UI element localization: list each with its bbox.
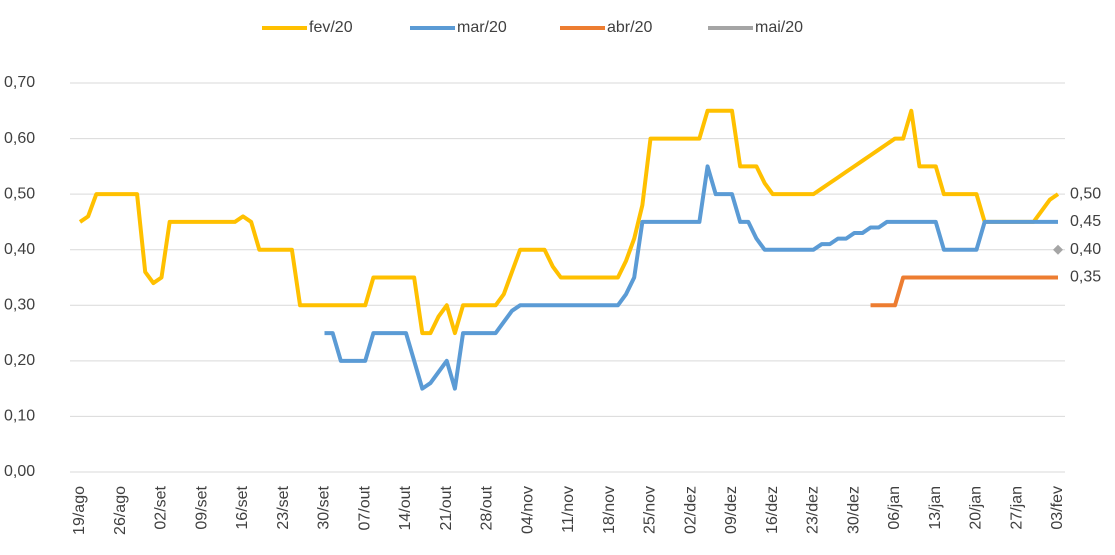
x-tick-label: 02/dez	[682, 486, 699, 534]
x-tick-label: 18/nov	[601, 486, 618, 534]
x-tick-label: 19/ago	[71, 486, 88, 535]
x-tick-label: 09/set	[193, 485, 210, 529]
legend-label: fev/20	[309, 19, 353, 36]
data-label: 0,45	[1070, 213, 1101, 230]
y-tick-label: 0,10	[4, 408, 35, 425]
x-tick-label: 02/set	[153, 485, 170, 529]
x-tick-label: 25/nov	[642, 486, 659, 534]
y-tick-label: 0,20	[4, 352, 35, 369]
x-tick-label: 03/fev	[1049, 486, 1066, 530]
x-tick-label: 30/dez	[845, 486, 862, 534]
data-label: 0,40	[1070, 241, 1101, 258]
x-tick-label: 07/out	[356, 485, 373, 530]
x-tick-label: 13/jan	[927, 486, 944, 530]
x-tick-label: 11/nov	[560, 486, 577, 533]
y-tick-label: 0,50	[4, 185, 35, 202]
x-tick-label: 16/dez	[764, 486, 781, 534]
series-line	[870, 275, 1058, 308]
y-tick-label: 0,60	[4, 130, 35, 147]
x-tick-label: 23/set	[275, 485, 292, 529]
y-tick-label: 0,00	[4, 463, 35, 480]
x-tick-label: 21/out	[438, 485, 455, 530]
x-tick-label: 28/out	[479, 485, 496, 530]
series-line	[324, 164, 1058, 391]
y-tick-label: 0,40	[4, 241, 35, 258]
x-tick-label: 14/out	[397, 485, 414, 530]
series-line	[78, 108, 1060, 336]
x-tick-label: 09/dez	[723, 486, 740, 534]
y-tick-label: 0,70	[4, 74, 35, 91]
x-tick-label: 06/jan	[886, 486, 903, 530]
x-tick-label: 16/set	[234, 485, 251, 529]
x-tick-label: 26/ago	[112, 486, 129, 535]
x-tick-label: 30/set	[316, 485, 333, 529]
data-label: 0,50	[1070, 185, 1101, 202]
x-tick-label: 27/jan	[1008, 486, 1025, 530]
data-label: 0,35	[1070, 269, 1101, 286]
x-tick-label: 23/dez	[805, 486, 822, 534]
series-point	[1053, 244, 1063, 255]
legend-label: abr/20	[607, 19, 652, 36]
legend-label: mai/20	[755, 19, 803, 36]
legend-label: mar/20	[457, 19, 507, 36]
x-tick-label: 04/nov	[519, 486, 536, 534]
y-tick-label: 0,30	[4, 297, 35, 314]
x-tick-label: 20/jan	[968, 486, 985, 530]
